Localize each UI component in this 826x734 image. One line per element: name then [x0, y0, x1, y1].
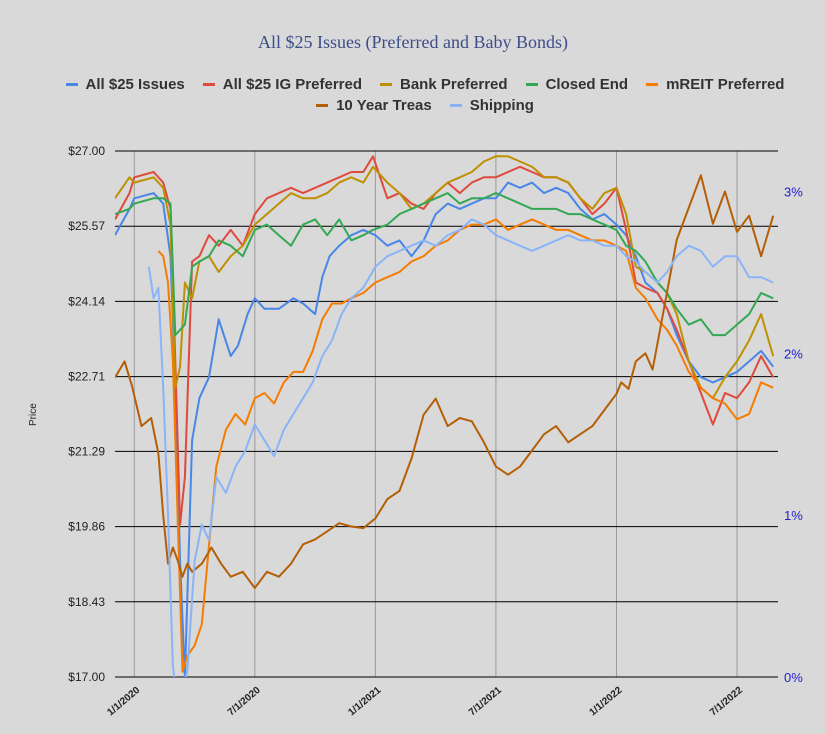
series-line-shipping [147, 218, 774, 677]
legend-swatch [202, 83, 215, 86]
legend-label: All $25 Issues [85, 76, 185, 93]
legend-item: Shipping [449, 97, 534, 114]
legend-swatch [646, 83, 659, 86]
legend-item: mREIT Preferred [646, 76, 784, 93]
legend: All $25 Issues All $25 IG Preferred Bank P… [40, 76, 810, 114]
series-line-closed-end [115, 192, 774, 337]
y-tick-label: $27.00 [68, 144, 105, 158]
y2-tick-label: 3% [784, 184, 803, 199]
legend-swatch [65, 83, 78, 86]
legend-item: Closed End [525, 76, 629, 93]
legend-item: 10 Year Treas [316, 97, 432, 114]
y-tick-label: $25.57 [68, 219, 105, 233]
legend-label: All $25 IG Preferred [222, 76, 362, 93]
chart-title: All $25 Issues (Preferred and Baby Bonds… [258, 32, 568, 52]
legend-label: 10 Year Treas [336, 97, 432, 114]
x-tick-label: 7/1/2021 [467, 685, 504, 719]
y-tick-label: $18.43 [68, 595, 105, 609]
legend-label: mREIT Preferred [666, 76, 785, 93]
legend-item: All $25 IG Preferred [202, 76, 362, 93]
legend-swatch [525, 83, 538, 86]
y2-tick-label: 1% [784, 508, 803, 523]
legend-swatch [380, 83, 392, 86]
x-tick-label: 1/1/2020 [105, 685, 142, 719]
y-tick-label: $22.71 [68, 370, 105, 384]
y2-tick-label: 0% [784, 670, 803, 685]
series-line-bank-preferred [115, 155, 775, 400]
legend-item: All $25 Issues [65, 76, 185, 93]
x-tick-label: 1/1/2021 [346, 685, 383, 719]
legend-swatch [449, 104, 462, 107]
legend-item: Bank Preferred [380, 76, 508, 93]
x-tick-label: 7/1/2022 [708, 685, 745, 719]
y-tick-label: $17.00 [68, 670, 105, 684]
y-tick-label: $21.29 [68, 444, 105, 458]
x-tick-label: 7/1/2020 [226, 685, 263, 719]
y-tick-label: $19.86 [68, 520, 105, 534]
legend-swatch [316, 104, 329, 107]
legend-label: Bank Preferred [400, 76, 508, 93]
legend-label: Closed End [545, 76, 629, 93]
x-tick-label: 1/1/2022 [587, 685, 624, 719]
series-line-10-year-treas [115, 174, 775, 589]
y-tick-label: $24.14 [68, 294, 105, 308]
y2-tick-label: 2% [784, 346, 803, 361]
series-line-mreit-preferred [157, 218, 774, 673]
legend-label: Shipping [469, 97, 534, 114]
